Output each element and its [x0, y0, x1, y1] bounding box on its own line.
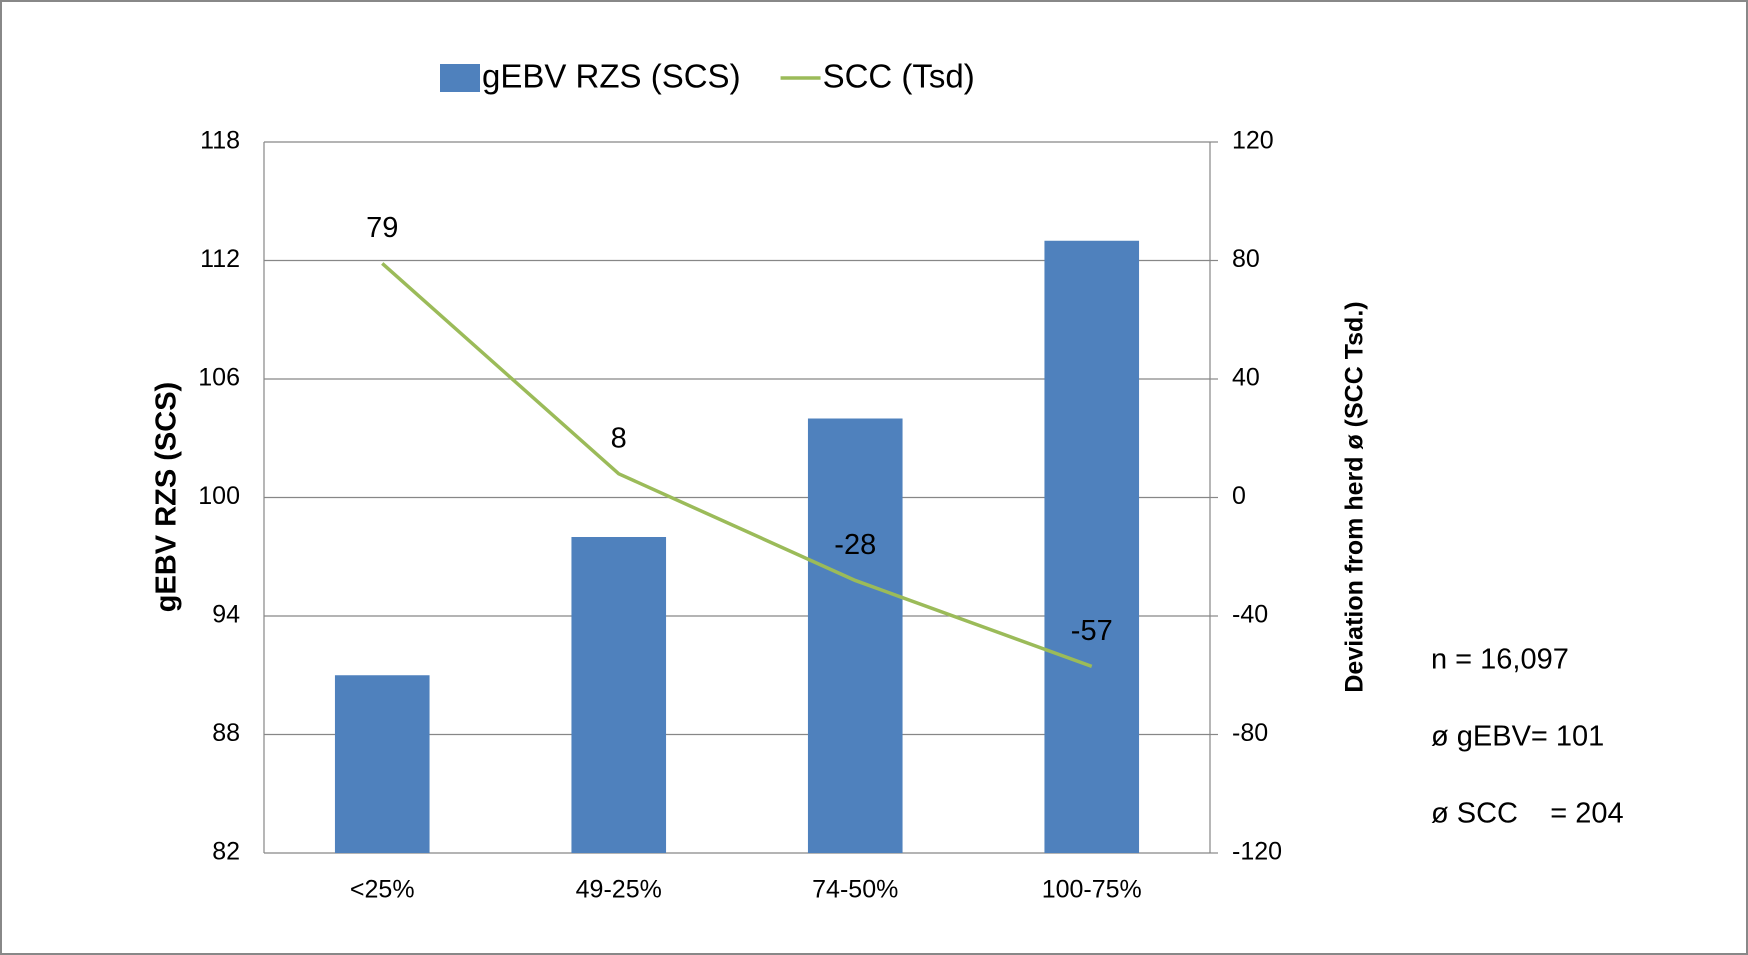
y2-tick-label: -120 — [1232, 838, 1282, 866]
y2-tick-label: 40 — [1232, 364, 1260, 392]
legend-label: gEBV RZS (SCS) — [482, 58, 741, 95]
annotation: n = 16,097 — [1431, 644, 1569, 676]
line — [381, 262, 1093, 669]
y-axis-label: gEBV RZS (SCS) — [151, 382, 183, 612]
legend-swatch — [440, 64, 480, 92]
data-label: 79 — [366, 212, 398, 244]
y-tick-label: 94 — [212, 601, 240, 629]
y2-tick-label: -80 — [1232, 719, 1268, 747]
annotation: ø gEBV= 101 — [1431, 721, 1604, 753]
bar — [334, 675, 430, 853]
y-tick-label: 112 — [200, 245, 240, 273]
y2-tick-label: 80 — [1232, 245, 1260, 273]
y2-tick-label: -40 — [1232, 601, 1268, 629]
y2-tick-label: 0 — [1232, 482, 1246, 510]
bar — [571, 537, 667, 853]
x-tick-label: 74-50% — [812, 876, 898, 904]
y-tick-label: 106 — [198, 364, 240, 392]
x-tick-label: 100-75% — [1042, 876, 1142, 904]
x-tick-label: 49-25% — [576, 876, 662, 904]
data-label: -28 — [834, 529, 876, 561]
x-tick-label: <25% — [350, 876, 415, 904]
y2-tick-label: 120 — [1232, 127, 1274, 155]
legend-label: SCC (Tsd) — [823, 58, 975, 95]
data-label: 8 — [611, 422, 627, 454]
y-tick-label: 88 — [212, 719, 240, 747]
bar — [1044, 240, 1140, 853]
y-tick-label: 100 — [198, 482, 240, 510]
data-label: -57 — [1071, 615, 1113, 647]
y-tick-label: 82 — [212, 838, 240, 866]
y2-axis-label: Deviation from herd ø (SCC Tsd.) — [1341, 301, 1369, 692]
annotation: ø SCC = 204 — [1431, 798, 1624, 830]
bar — [807, 418, 903, 853]
y-tick-label: 118 — [200, 127, 240, 155]
